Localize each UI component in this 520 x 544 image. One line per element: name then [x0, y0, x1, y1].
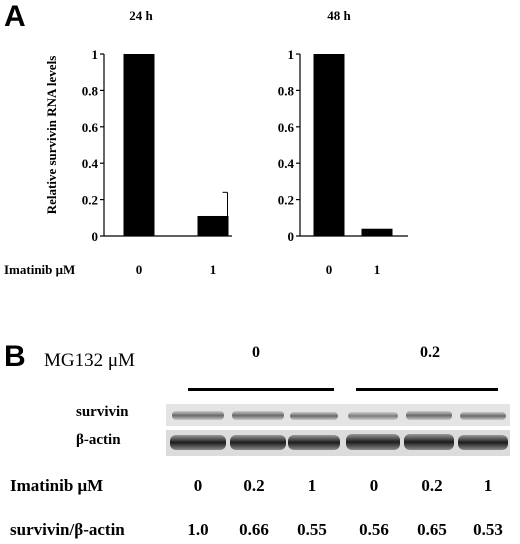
x-category-label: 0 — [325, 262, 333, 277]
ratio-value: 0.53 — [473, 520, 503, 539]
mg132-group-0: 0 — [252, 344, 260, 361]
mg132-group-1: 0.2 — [420, 344, 440, 361]
y-tick-label: 0 — [92, 229, 99, 244]
y-tick-label: 0.2 — [278, 193, 294, 208]
y-tick-label: 0.8 — [82, 83, 99, 98]
ratio-value: 0.65 — [417, 520, 447, 539]
bar — [123, 54, 155, 236]
group-bar-1 — [356, 388, 498, 391]
ratio-value: 0.66 — [239, 520, 269, 539]
row-label-actin: β-actin — [76, 432, 121, 448]
x-category-label: 1 — [373, 262, 381, 277]
bar — [313, 54, 345, 236]
mg132-label: MG132 μM — [44, 350, 135, 371]
chart-title-48h: 48 h — [327, 8, 351, 23]
x-axis-label: Imatinib μM — [4, 262, 76, 277]
x-category-label: 0 — [135, 262, 143, 277]
group-bar-0 — [188, 388, 334, 391]
y-tick-label: 0.6 — [82, 120, 99, 135]
y-tick-label: 0.2 — [82, 193, 98, 208]
imatinib-dose: 0 — [193, 476, 203, 495]
ratio-value: 0.55 — [297, 520, 327, 539]
imatinib-dose: 1 — [483, 476, 493, 495]
chart-title-24h: 24 h — [129, 8, 153, 23]
y-tick-label: 1 — [288, 47, 295, 62]
y-tick-label: 0.8 — [278, 83, 295, 98]
imatinib-dose: 0 — [369, 476, 379, 495]
imatinib-label: Imatinib μM — [10, 476, 104, 495]
bar — [197, 215, 229, 236]
imatinib-dose: 1 — [307, 476, 317, 495]
row-label-survivin: survivin — [76, 404, 129, 420]
bar — [361, 228, 393, 236]
y-tick-label: 0.4 — [82, 156, 99, 171]
y-tick-label: 0 — [288, 229, 295, 244]
western-blot-image — [166, 404, 510, 456]
chart-48h: 0 0.2 0.4 0.6 0.8 1 — [278, 47, 408, 244]
ratio-value: 1.0 — [187, 520, 209, 539]
imatinib-dose: 0.2 — [243, 476, 265, 495]
x-category-label: 1 — [209, 262, 217, 277]
y-tick-label: 0.6 — [278, 120, 295, 135]
bar-charts: 0 0.2 0.4 0.6 0.8 1 0 0.2 0.4 0.6 0.8 1 — [82, 47, 408, 244]
y-tick-label: 0.4 — [278, 156, 295, 171]
imatinib-dose: 0.2 — [421, 476, 443, 495]
panel-a-letter: A — [4, 0, 26, 33]
panel-b-letter: B — [4, 340, 26, 373]
y-tick-label: 1 — [92, 47, 99, 62]
chart-24h: 0 0.2 0.4 0.6 0.8 1 — [82, 47, 232, 244]
ratio-value: 0.56 — [359, 520, 389, 539]
ratio-label: survivin/β-actin — [10, 520, 125, 539]
